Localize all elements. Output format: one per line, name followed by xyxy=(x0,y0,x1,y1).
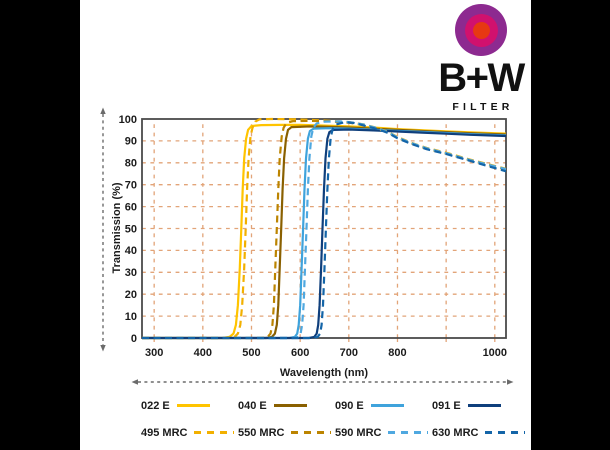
brand-logo: B+W FILTER xyxy=(432,4,530,113)
legend-label: 495 MRC xyxy=(141,426,188,439)
y-tick-label: 0 xyxy=(131,333,137,345)
y-tick-label: 30 xyxy=(125,267,137,279)
plot-border xyxy=(141,118,507,339)
series-630-mrc xyxy=(142,121,506,340)
legend-item: 495 MRC xyxy=(141,419,238,446)
legend-dashed-line-swatch xyxy=(291,431,332,434)
logo-rings-icon xyxy=(455,4,507,56)
series-091-e xyxy=(142,128,506,340)
x-tick-label: 600 xyxy=(291,347,309,359)
y-range-arrow xyxy=(100,107,106,352)
legend-item: 630 MRC xyxy=(432,419,529,446)
legend-item: 550 MRC xyxy=(238,419,335,446)
y-tick-label: 20 xyxy=(125,289,137,301)
y-tick-label: 50 xyxy=(125,223,137,235)
legend-dashed-line-swatch xyxy=(485,431,526,434)
x-tick-label: 500 xyxy=(242,347,260,359)
legend-label: 040 E xyxy=(238,399,267,412)
legend-item: 022 E xyxy=(141,392,238,419)
x-axis-title: Wavelength (nm) xyxy=(280,367,369,379)
legend-label: 590 MRC xyxy=(335,426,382,439)
y-tick-label: 80 xyxy=(125,158,137,170)
legend-item: 590 MRC xyxy=(335,419,432,446)
chart-svg: 0 10 20 30 40 50 60 70 80 90 100 300 400 500 600 700 800… xyxy=(100,107,514,385)
x-tick-label: 400 xyxy=(194,347,212,359)
legend-item: 090 E xyxy=(335,392,432,419)
y-tick-label: 70 xyxy=(125,180,137,192)
y-axis-title: Transmission (%) xyxy=(111,182,123,273)
legend-label: 090 E xyxy=(335,399,364,412)
legend-label: 022 E xyxy=(141,399,170,412)
brand-name: B+W xyxy=(438,56,525,100)
content-panel: B+W FILTER 0 10 20 30 40 50 60 70 80 90 100 300 400 5… xyxy=(80,0,531,450)
brand-subtitle: FILTER xyxy=(452,101,514,113)
x-range-arrow xyxy=(131,379,514,385)
legend-dashed-line-swatch xyxy=(194,431,235,434)
logo-ring-middle xyxy=(464,13,498,47)
x-tick-label: 1000 xyxy=(483,347,507,359)
y-tick-label: 100 xyxy=(119,114,137,126)
legend-solid-line-swatch xyxy=(273,404,307,407)
legend-label: 630 MRC xyxy=(432,426,479,439)
legend-solid-line-swatch xyxy=(176,404,210,407)
series-550-mrc xyxy=(142,119,506,340)
legend-dashed-line-swatch xyxy=(388,431,429,434)
y-tick-label: 40 xyxy=(125,245,137,257)
legend: 022 E 040 E 090 E 091 E 495 MRC 550 MRC 590 MR… xyxy=(141,392,529,446)
x-tick-label: 800 xyxy=(388,347,406,359)
logo-ring-inner xyxy=(472,21,490,39)
grid-layer xyxy=(142,119,506,342)
legend-solid-line-swatch xyxy=(370,404,404,407)
legend-item: 040 E xyxy=(238,392,335,419)
legend-solid-line-swatch xyxy=(467,404,501,407)
tick-labels: 0 10 20 30 40 50 60 70 80 90 100 300 400 500 600 700 800… xyxy=(119,114,507,359)
x-tick-label: 700 xyxy=(340,347,358,359)
y-tick-label: 90 xyxy=(125,136,137,148)
y-tick-label: 10 xyxy=(125,311,137,323)
curve-layer xyxy=(142,117,506,340)
legend-label: 550 MRC xyxy=(238,426,285,439)
y-tick-label: 60 xyxy=(125,201,137,213)
x-tick-label: 300 xyxy=(145,347,163,359)
legend-label: 091 E xyxy=(432,399,461,412)
legend-item: 091 E xyxy=(432,392,529,419)
